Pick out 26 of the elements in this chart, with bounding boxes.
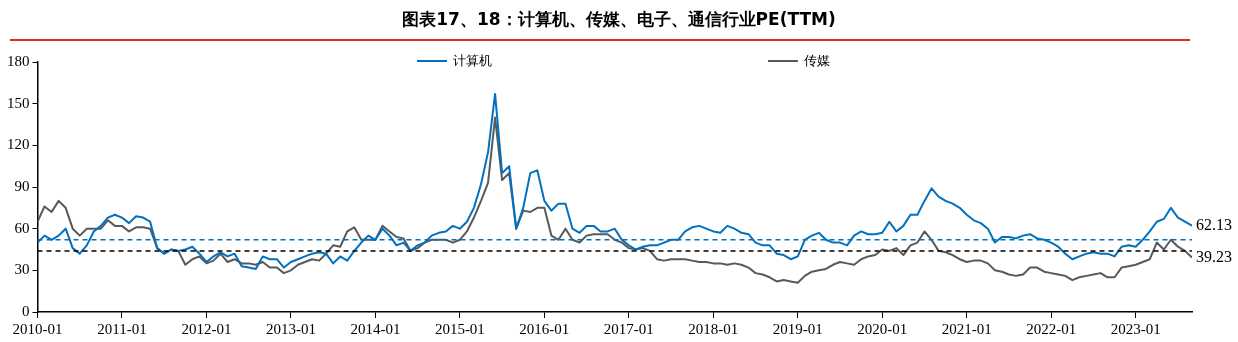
y-tick-label: 120: [7, 136, 30, 153]
x-tick-label: 2017-01: [603, 320, 654, 337]
x-tick-label: 2012-01: [181, 320, 232, 337]
y-tick-label: 30: [14, 261, 30, 278]
annotation: 39.23: [1196, 247, 1232, 265]
y-tick-label: 90: [14, 177, 30, 194]
x-tick-label: 2019-01: [772, 320, 823, 337]
y-tick-label: 180: [7, 52, 30, 69]
x-tick-label: 2011-01: [97, 320, 147, 337]
x-tick-label: 2018-01: [688, 320, 739, 337]
y-tick-label: 0: [22, 302, 30, 319]
x-tick-label: 2016-01: [519, 320, 570, 337]
y-tick-label: 150: [7, 94, 30, 111]
x-tick-label: 2013-01: [265, 320, 316, 337]
annotation: 62.13: [1196, 215, 1232, 233]
x-tick-label: 2015-01: [434, 320, 485, 337]
legend-label: 计算机: [453, 52, 492, 70]
y-tick-label: 60: [14, 219, 30, 236]
x-tick-label: 2014-01: [350, 320, 401, 337]
x-tick-label: 2022-01: [1026, 320, 1077, 337]
x-tick-label: 2021-01: [941, 320, 992, 337]
x-tick-label: 2010-01: [12, 320, 63, 337]
x-tick-label: 2020-01: [857, 320, 908, 337]
legend-label: 传媒: [804, 52, 830, 70]
x-tick-label: 2023-01: [1110, 320, 1161, 337]
chart-title: 图表17、18：计算机、传媒、电子、通信行业PE(TTM): [401, 8, 837, 31]
